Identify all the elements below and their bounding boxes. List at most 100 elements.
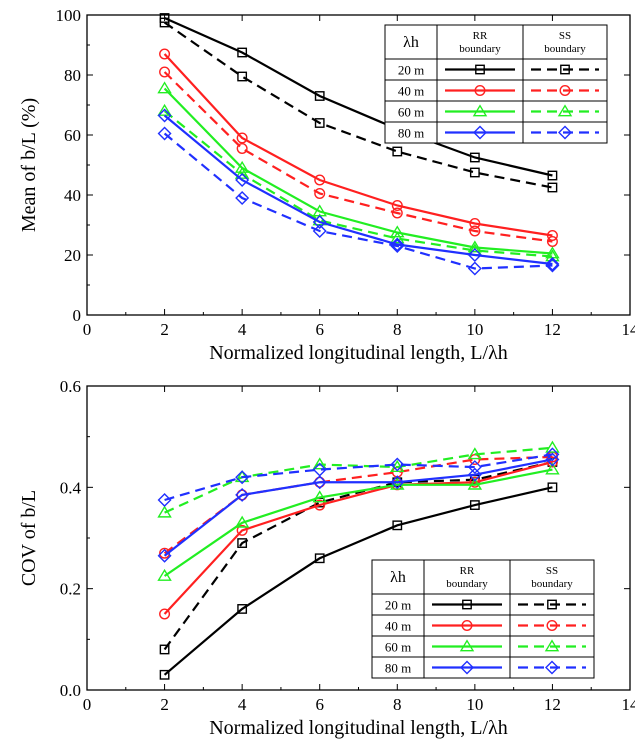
data-point: [391, 207, 403, 219]
legend-marker: [544, 639, 560, 652]
data-point: [314, 499, 326, 511]
series-line: [163, 110, 553, 258]
data-point: [547, 482, 558, 493]
data-point: [469, 167, 480, 178]
data-point: [546, 456, 558, 468]
data-point: [469, 152, 480, 163]
x-axis-label: Normalized longitudinal length, L/λh: [209, 342, 508, 364]
y-tick-label: 20: [64, 246, 81, 265]
legend-marker: [472, 104, 488, 117]
data-point: [547, 182, 558, 193]
x-tick-label: 14: [622, 695, 635, 714]
data-point: [234, 515, 250, 528]
data-point: [545, 257, 560, 271]
data-point: [235, 470, 250, 485]
data-point: [390, 237, 405, 252]
data-point: [234, 166, 250, 179]
legend-label: 60 m: [385, 640, 411, 655]
x-tick-label: 12: [544, 320, 561, 339]
data-point: [157, 126, 172, 141]
data-point: [392, 520, 403, 531]
legend-marker: [559, 84, 571, 96]
data-point: [390, 231, 405, 244]
data-point: [159, 608, 171, 620]
legend-header-ss-2: boundary: [531, 578, 573, 590]
legend-marker: [461, 620, 473, 632]
y-tick-label: 80: [64, 66, 81, 85]
data-point: [159, 48, 171, 60]
x-tick-label: 4: [238, 320, 247, 339]
data-point: [312, 215, 327, 229]
data-point: [390, 457, 405, 472]
x-tick-label: 0: [83, 695, 92, 714]
series-line: [163, 71, 553, 243]
data-point: [157, 548, 172, 563]
data-point: [237, 538, 248, 548]
series-line: [163, 132, 553, 270]
legend-header-lambda: λh: [390, 569, 406, 586]
legend-box: [371, 559, 595, 679]
data-point: [159, 17, 170, 28]
data-point: [390, 239, 405, 253]
legend-marker: [474, 84, 486, 96]
series-80m-RR: [157, 108, 560, 271]
x-tick-label: 10: [466, 320, 483, 339]
data-point: [157, 108, 172, 123]
legend-marker: [557, 104, 573, 117]
data-point: [314, 118, 325, 128]
legend-label: 40 m: [398, 84, 424, 99]
data-point: [237, 604, 248, 614]
series-line: [163, 460, 553, 651]
data-point: [546, 229, 558, 241]
data-point: [312, 457, 327, 470]
series-60m-SS: [157, 440, 560, 518]
data-point: [545, 249, 560, 262]
legend-marker: [546, 620, 558, 632]
data-point: [314, 174, 326, 186]
x-tick-label: 6: [315, 695, 324, 714]
data-point: [469, 500, 480, 510]
y-axis-label: COV of b/L: [18, 490, 40, 586]
data-point: [467, 477, 483, 490]
legend-label: 60 m: [398, 105, 424, 120]
y-tick-label: 0: [73, 306, 82, 325]
data-point: [235, 487, 250, 502]
x-tick-label: 0: [83, 320, 92, 339]
data-point: [157, 81, 172, 94]
y-axis-label: Mean of b/L (%): [18, 98, 40, 232]
legend-marker: [545, 660, 559, 675]
series-line: [163, 460, 553, 615]
legend-marker: [558, 125, 572, 140]
x-tick-label: 8: [393, 695, 402, 714]
data-point: [469, 225, 481, 237]
data-point: [235, 191, 250, 205]
data-point: [236, 132, 248, 144]
data-point: [546, 235, 558, 247]
data-point: [545, 258, 560, 273]
legend-marker: [560, 64, 570, 75]
x-tick-label: 8: [393, 320, 402, 339]
series-line: [163, 87, 553, 255]
x-tick-label: 10: [466, 695, 483, 714]
series-20m-RR: [159, 482, 558, 680]
x-tick-label: 4: [238, 695, 247, 714]
x-tick-label: 6: [315, 320, 324, 339]
legend-marker: [547, 599, 557, 610]
y-tick-label: 0.4: [60, 478, 82, 497]
y-tick-label: 100: [56, 6, 82, 25]
data-point: [312, 475, 327, 490]
data-point: [237, 47, 248, 58]
y-tick-label: 60: [64, 126, 81, 145]
data-point: [157, 493, 172, 507]
series-line: [163, 114, 553, 266]
legend-header-ss-2: boundary: [544, 43, 586, 55]
data-point: [235, 173, 250, 187]
legend-marker: [460, 660, 474, 675]
data-point: [547, 170, 558, 181]
legend-header-lambda: λh: [403, 34, 419, 51]
data-point: [545, 452, 560, 467]
legend-label: 80 m: [398, 126, 424, 141]
chart-mean: 0 2 4 6 8 10 12 14 0 20 40 60 80 100 Normalized longit…: [18, 6, 635, 364]
series-40m-RR: [159, 48, 558, 241]
data-point: [236, 142, 248, 154]
